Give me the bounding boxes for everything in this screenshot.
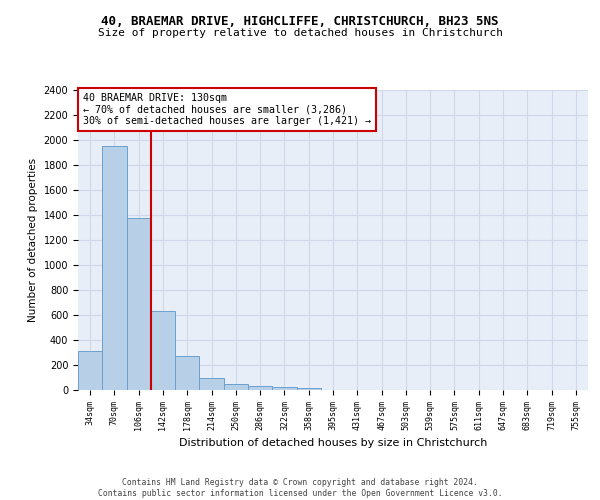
- Text: 40 BRAEMAR DRIVE: 130sqm
← 70% of detached houses are smaller (3,286)
30% of sem: 40 BRAEMAR DRIVE: 130sqm ← 70% of detach…: [83, 93, 371, 126]
- Bar: [296, 388, 321, 390]
- Bar: [224, 384, 248, 390]
- Text: Contains HM Land Registry data © Crown copyright and database right 2024.
Contai: Contains HM Land Registry data © Crown c…: [98, 478, 502, 498]
- Bar: [102, 146, 127, 390]
- Bar: [175, 356, 199, 390]
- Y-axis label: Number of detached properties: Number of detached properties: [28, 158, 38, 322]
- Bar: [248, 386, 272, 390]
- Bar: [127, 218, 151, 390]
- Bar: [151, 311, 175, 390]
- Bar: [199, 378, 224, 390]
- Text: Size of property relative to detached houses in Christchurch: Size of property relative to detached ho…: [97, 28, 503, 38]
- X-axis label: Distribution of detached houses by size in Christchurch: Distribution of detached houses by size …: [179, 438, 487, 448]
- Bar: [78, 351, 102, 390]
- Bar: [272, 387, 296, 390]
- Text: 40, BRAEMAR DRIVE, HIGHCLIFFE, CHRISTCHURCH, BH23 5NS: 40, BRAEMAR DRIVE, HIGHCLIFFE, CHRISTCHU…: [101, 15, 499, 28]
